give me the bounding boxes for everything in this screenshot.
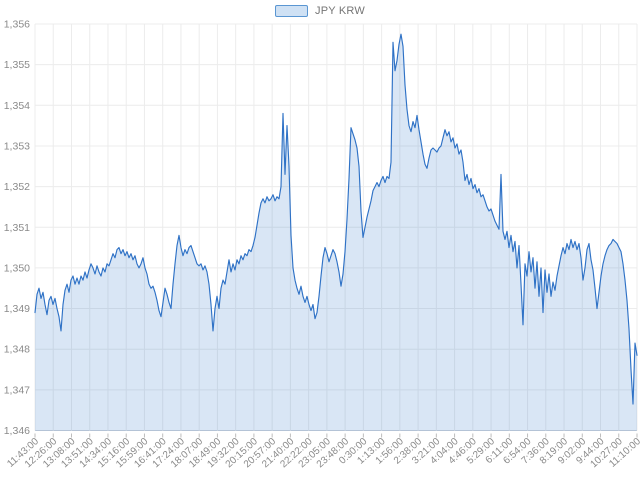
y-tick-label: 1,351 xyxy=(4,222,30,234)
x-axis-labels: 11:43:0012:26:0013:08:0013:51:0014:34:00… xyxy=(5,436,640,471)
y-tick-label: 1,353 xyxy=(4,140,30,152)
legend[interactable]: JPY KRW xyxy=(0,5,640,17)
y-tick-label: 1,350 xyxy=(4,262,30,274)
series-area xyxy=(35,34,637,431)
y-tick-label: 1,347 xyxy=(4,384,30,396)
y-tick-label: 1,354 xyxy=(4,100,30,112)
y-tick-label: 1,352 xyxy=(4,181,30,193)
y-tick-label: 1,346 xyxy=(4,425,30,437)
legend-swatch-icon xyxy=(275,5,309,17)
y-tick-label: 1,348 xyxy=(4,344,30,356)
y-axis-labels: 1,346 1,347 1,348 1,349 1,350 1,351 1,352 1,353… xyxy=(4,19,30,438)
legend-label: JPY KRW xyxy=(315,5,365,17)
series-line xyxy=(34,33,638,405)
gridlines xyxy=(34,23,638,438)
y-tick-label: 1,355 xyxy=(4,59,30,71)
y-tick-label: 1,356 xyxy=(4,19,30,31)
y-tick-label: 1,349 xyxy=(4,303,30,315)
